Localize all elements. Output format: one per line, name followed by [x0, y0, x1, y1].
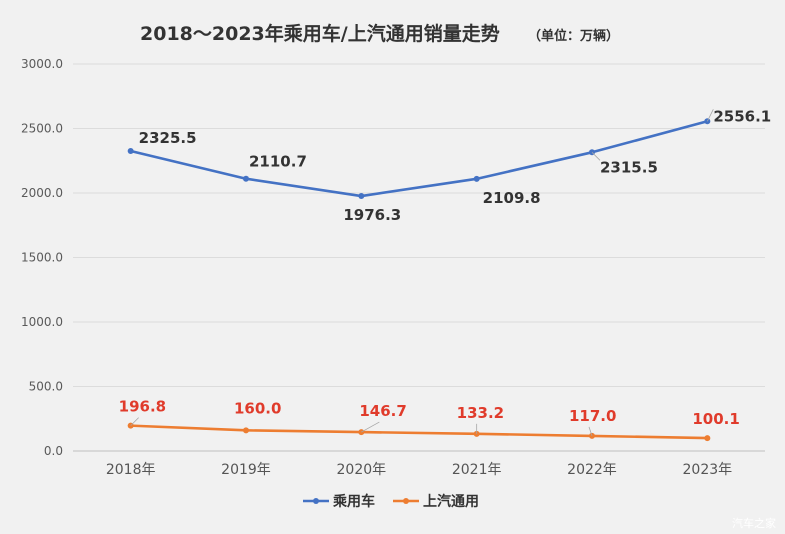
x-tick-label: 2020年	[337, 462, 387, 478]
data-label: 160.0	[234, 399, 281, 417]
data-label: 1976.3	[343, 206, 401, 224]
data-label: 196.8	[119, 398, 166, 416]
data-label: 2315.5	[600, 158, 658, 176]
data-label: 100.1	[692, 410, 739, 428]
label-leader	[706, 109, 714, 122]
data-point	[473, 175, 480, 182]
label-leader	[361, 421, 380, 433]
x-tick-label: 2019年	[221, 462, 271, 478]
chart-subtitle: （单位：万辆）	[528, 28, 619, 44]
legend-label: 乘用车	[332, 493, 375, 510]
data-label: 146.7	[359, 402, 406, 420]
data-label: 2110.7	[249, 153, 307, 171]
x-tick-label: 2021年	[452, 462, 502, 478]
legend-marker	[403, 498, 409, 504]
data-label: 2556.1	[713, 107, 771, 125]
data-point	[243, 427, 249, 434]
y-tick-label: 3000.0	[21, 57, 63, 71]
y-tick-label: 2000.0	[21, 186, 63, 200]
label-leader	[130, 417, 139, 426]
label-leader	[588, 426, 593, 437]
legend: 乘用车 上汽通用	[303, 493, 479, 510]
data-label: 117.0	[569, 407, 616, 425]
grid	[73, 63, 765, 452]
x-tick-label: 2023年	[683, 462, 733, 478]
data-labels: 2325.5 2110.7 1976.3 2109.8 2315.5 2556.1 196.…	[119, 107, 771, 437]
data-label: 2325.5	[139, 129, 197, 147]
legend-marker	[313, 498, 319, 504]
series-line	[130, 120, 708, 198]
y-tick-label: 500.0	[29, 380, 63, 394]
label-leader	[591, 152, 601, 161]
series	[127, 118, 711, 442]
data-point	[243, 175, 249, 182]
x-tick-label: 2022年	[567, 462, 617, 478]
x-tick-label: 2018年	[106, 462, 156, 478]
watermark: 汽车之家	[732, 516, 776, 530]
series-line	[130, 424, 708, 440]
data-point	[358, 193, 365, 200]
data-point	[127, 148, 134, 155]
data-point	[704, 435, 711, 442]
chart-title: 2018～2023年乘用车/上汽通用销量走势	[140, 22, 500, 45]
data-label: 2109.8	[483, 189, 541, 207]
y-axis: 0.0 500.0 1000.0 1500.0 2000.0 2500.0 3000.0	[21, 57, 63, 458]
y-tick-label: 2500.0	[21, 122, 63, 136]
x-axis: 2018年 2019年 2020年 2021年 2022年 2023年	[106, 462, 732, 478]
legend-label: 上汽通用	[423, 493, 479, 510]
y-tick-label: 0.0	[44, 444, 63, 458]
y-tick-label: 1000.0	[21, 315, 63, 329]
data-label: 133.2	[457, 404, 504, 422]
y-tick-label: 1500.0	[21, 251, 63, 265]
